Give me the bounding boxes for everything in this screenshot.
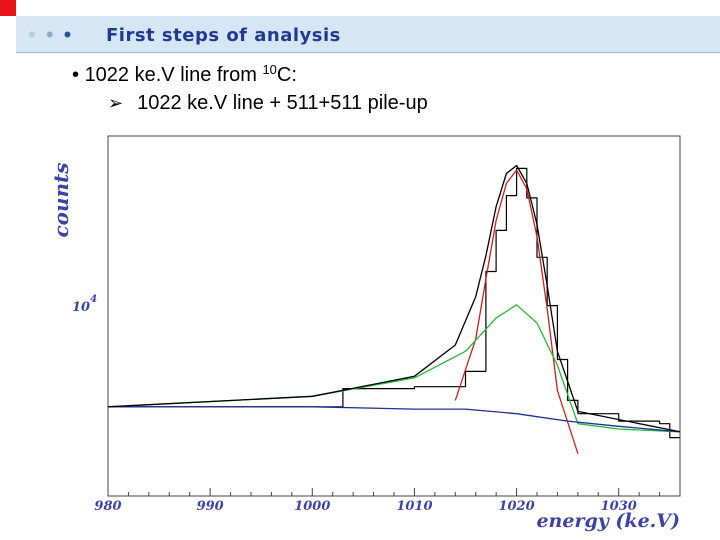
- bullet-2: ➢ 1022 ke.V line + 511+511 pile-up: [108, 92, 428, 115]
- red-corner-decoration: [0, 0, 16, 16]
- slide-title: First steps of analysis: [106, 25, 341, 46]
- bullet-1-prefix: 1022 ke.V line from: [84, 64, 263, 86]
- arrow-bullet-icon: ➢: [108, 93, 124, 113]
- x-tick-label-0: 980: [94, 499, 121, 514]
- series-group: [107, 164, 681, 454]
- series-line-2: [107, 304, 681, 433]
- y-axis-label: counts: [49, 162, 73, 237]
- x-tick-label-3: 1010: [396, 499, 432, 514]
- y-tick-base: 10: [72, 300, 90, 315]
- x-axis-label: energy (ke.V): [536, 510, 680, 532]
- bullet-1: • 1022 ke.V line from 10C:: [72, 62, 297, 86]
- x-tick-label-5: 1030: [601, 499, 637, 514]
- title-bar: • • • First steps of analysis: [16, 16, 720, 53]
- bullet-2-text: 1022 ke.V line + 511+511 pile-up: [137, 92, 428, 114]
- y-tick-exponent: 4: [90, 294, 97, 305]
- series-line-1: [454, 169, 579, 454]
- series-line-3: [108, 406, 681, 433]
- x-ticks: 980 990 1000 1010 1020 1030: [94, 488, 681, 514]
- plot-frame: [107, 135, 681, 497]
- x-tick-label-1: 990: [197, 499, 224, 514]
- series-line-4: [107, 164, 681, 433]
- x-tick-label-4: 1020: [498, 499, 534, 514]
- series-line-0: [108, 167, 680, 439]
- bullet-1-suffix: C:: [276, 64, 297, 86]
- title-bullets-icon: • • •: [28, 22, 74, 47]
- y-tick-label: 104: [72, 294, 97, 315]
- bullet-1-superscript: 10: [262, 62, 277, 77]
- x-tick-label-2: 1000: [294, 499, 330, 514]
